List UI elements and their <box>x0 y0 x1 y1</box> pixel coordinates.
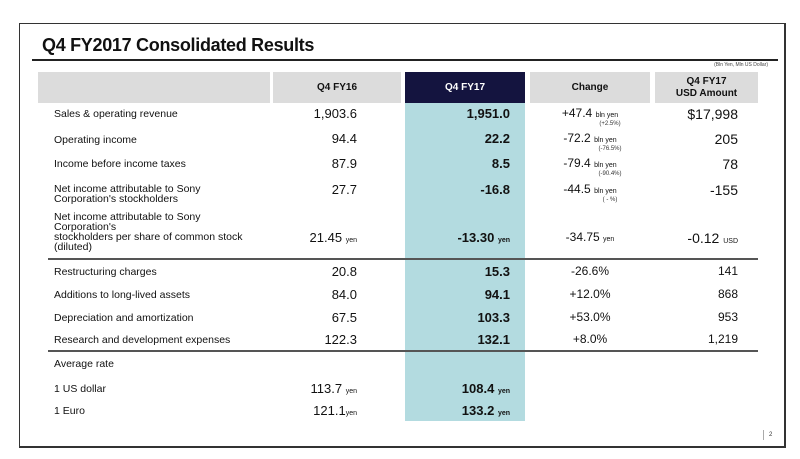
row-label: Net income attributable to Sony Corporati… <box>54 211 243 253</box>
row-label: Additions to long-lived assets <box>54 289 190 301</box>
fy17-value: 15.3 <box>484 264 510 279</box>
fy16-value: 84.0 <box>331 287 357 302</box>
fy17-value: 133.2 yen <box>461 403 510 418</box>
page-title: Q4 FY2017 Consolidated Results <box>42 35 315 55</box>
fy16-value: 67.5 <box>331 310 357 325</box>
fy17-value: 132.1 <box>477 332 510 347</box>
fy17-value: -16.8 <box>480 182 510 197</box>
rates-heading: Average rate <box>54 358 114 370</box>
header-usd: Q4 FY17 USD Amount <box>655 72 758 103</box>
fy17-value: 103.3 <box>477 310 510 325</box>
fy16-value: 121.1yen <box>313 403 357 418</box>
fy16-value: 27.7 <box>331 182 357 197</box>
header-usd-line1: Q4 FY17 <box>686 75 727 87</box>
change-value: +47.4 bln yen (+2.5%) <box>561 106 621 127</box>
row-label: Restructuring charges <box>54 266 157 278</box>
usd-value: 1,219 <box>707 332 738 346</box>
title-divider <box>32 59 778 61</box>
change-value: +8.0% <box>572 332 608 346</box>
usd-value: 205 <box>714 131 738 147</box>
fy16-value: 122.3 <box>324 332 357 347</box>
fy16-value: 1,903.6 <box>313 106 357 121</box>
header-change: Change <box>530 72 650 103</box>
header-fy16: Q4 FY16 <box>273 72 401 103</box>
fy16-value: 21.45 yen <box>309 230 357 245</box>
fy17-value: 22.2 <box>484 131 510 146</box>
row-label: Income before income taxes <box>54 158 186 170</box>
header-fy17: Q4 FY17 <box>405 72 525 103</box>
fy17-value: 1,951.0 <box>466 106 510 121</box>
change-value: +53.0% <box>569 310 611 324</box>
fy17-value: 8.5 <box>491 156 510 171</box>
section-divider <box>48 350 758 352</box>
change-value: -79.4 bln yen (-90.4%) <box>563 156 622 177</box>
usd-value: 141 <box>717 264 738 278</box>
header-label-cell <box>38 72 270 103</box>
usd-value: 953 <box>717 310 738 324</box>
fy17-value: -13.30 yen <box>457 230 510 245</box>
fy17-value: 94.1 <box>484 287 510 302</box>
usd-value: 78 <box>722 156 738 172</box>
fy17-value: 108.4 yen <box>461 381 510 396</box>
change-value: -26.6% <box>570 264 610 278</box>
header-usd-line2: USD Amount <box>675 87 738 99</box>
fy16-value: 20.8 <box>331 264 357 279</box>
fy16-value: 113.7 yen <box>310 381 358 396</box>
usd-value: 868 <box>717 287 738 301</box>
change-value: +12.0% <box>569 287 611 301</box>
fy16-value: 87.9 <box>331 156 357 171</box>
change-value: -44.5 bln yen( - %) <box>563 182 618 203</box>
row-label: Net income attributable to Sony Corporati… <box>54 183 201 205</box>
row-label: Sales & operating revenue <box>54 108 178 120</box>
slide-frame <box>19 23 786 448</box>
row-label: Research and development expenses <box>54 334 231 346</box>
row-label: Operating income <box>54 134 137 146</box>
page-number: 2 <box>763 430 772 440</box>
row-label: 1 US dollar <box>54 383 106 395</box>
row-label: 1 Euro <box>54 405 85 417</box>
section-divider <box>48 258 758 260</box>
fy17-highlight-column <box>405 103 525 421</box>
change-value: -72.2 bln yen (-76.5%) <box>563 131 622 152</box>
row-label: Depreciation and amortization <box>54 312 194 324</box>
unit-note: (Bln Yen, Mln US Dollar) <box>714 62 768 68</box>
usd-value: -155 <box>709 182 738 198</box>
fy16-value: 94.4 <box>331 131 357 146</box>
usd-value: -0.12 USD <box>687 230 738 246</box>
usd-value: $17,998 <box>687 106 738 122</box>
change-value: -34.75 yen <box>565 230 615 244</box>
